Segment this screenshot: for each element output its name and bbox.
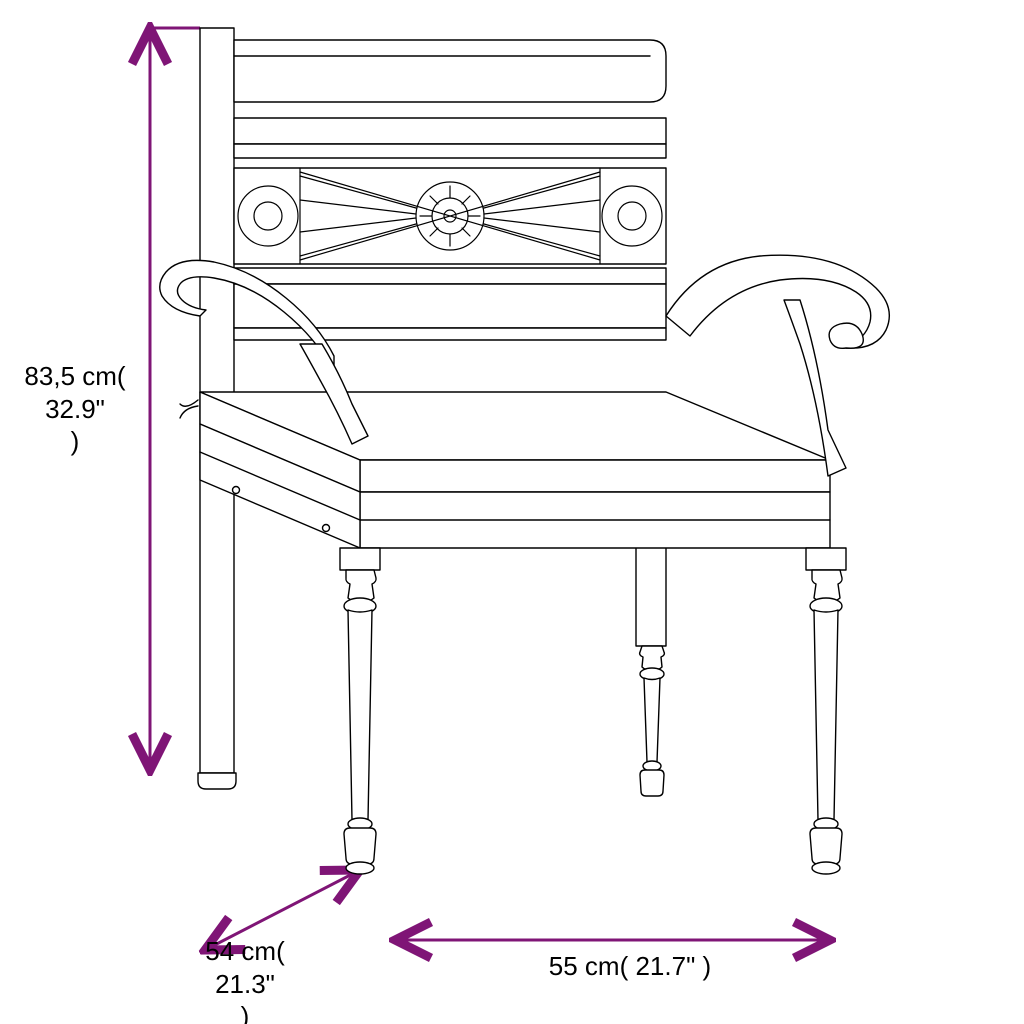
- diagram-stage: 83,5 cm( 32.9" ) 54 cm( 21.3" ) 55 cm( 2…: [0, 0, 1024, 1024]
- depth-in: 21.3": [215, 969, 275, 999]
- height-cm: 83,5 cm(: [24, 361, 125, 391]
- width-in: 21.7": [635, 951, 695, 981]
- height-label: 83,5 cm( 32.9" ): [10, 360, 140, 458]
- width-label: 55 cm( 21.7" ): [520, 950, 740, 983]
- height-in: 32.9": [45, 394, 105, 424]
- backrest: [234, 40, 666, 340]
- front-right-leg: [806, 548, 846, 874]
- depth-suffix: ): [241, 1001, 250, 1024]
- front-left-leg: [340, 548, 380, 874]
- chair-dimension-svg: [0, 0, 1024, 1024]
- depth-cm: 54 cm(: [205, 936, 284, 966]
- seat: [180, 392, 830, 548]
- width-suffix: ): [703, 951, 712, 981]
- width-cm: 55 cm(: [549, 951, 628, 981]
- rear-right-leg: [640, 646, 665, 796]
- depth-label: 54 cm( 21.3" ): [160, 935, 330, 1024]
- height-suffix: ): [71, 426, 80, 456]
